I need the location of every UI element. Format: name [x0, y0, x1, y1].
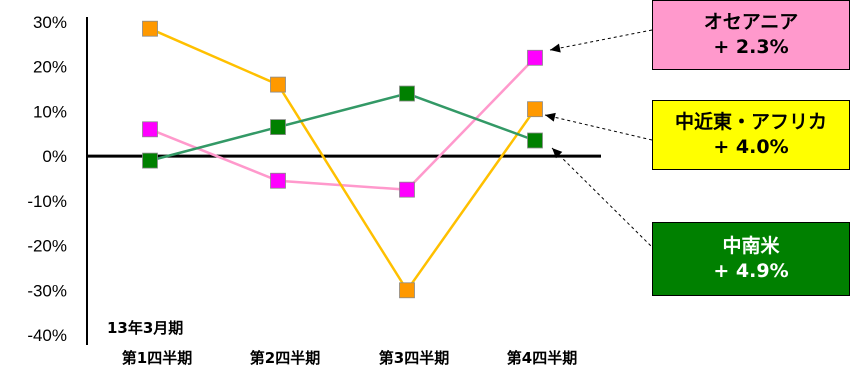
callout-middle-east-africa: 中近東・アフリカ + 4.0%	[652, 100, 850, 170]
y-tick-label: -40%	[27, 326, 67, 345]
y-tick-label: -30%	[27, 281, 67, 300]
callout-latin-america: 中南米 + 4.9%	[652, 222, 850, 296]
leader-line	[544, 114, 653, 141]
leader-line	[549, 29, 653, 51]
callout-title: 中近東・アフリカ	[674, 111, 827, 133]
callout-oceania: オセアニア + 2.3%	[652, 0, 850, 70]
y-tick-label: 20%	[33, 58, 67, 77]
series-1	[142, 20, 543, 299]
series-line	[149, 27, 537, 293]
data-point-marker	[527, 101, 543, 118]
y-tick-label: -20%	[27, 237, 67, 256]
data-point-marker	[270, 76, 286, 93]
y-tick-label: 30%	[33, 13, 67, 32]
y-tick-label: 0%	[42, 147, 67, 166]
x-tick-label: 第1四半期	[122, 349, 192, 367]
series-lines	[142, 20, 543, 299]
series-line	[149, 92, 536, 162]
y-tick-label: -10%	[27, 192, 67, 211]
data-point-marker	[399, 282, 415, 299]
x-tick-label: 第2四半期	[250, 349, 320, 367]
series-2	[142, 85, 543, 169]
callout-leaders	[544, 29, 656, 251]
series-line	[149, 56, 536, 191]
data-point-marker	[527, 49, 543, 66]
series-0	[142, 49, 543, 198]
x-tick-label: 第4四半期	[507, 349, 577, 367]
callout-value: + 4.9%	[713, 260, 789, 282]
y-axis-ticks: 30% 20% 10% 0% -10% -20% -30% -40%	[27, 13, 67, 345]
callout-title: 中南米	[722, 235, 780, 257]
data-point-marker	[142, 20, 158, 37]
data-point-marker	[399, 85, 415, 102]
arrow-head-icon	[552, 148, 563, 159]
data-point-marker	[270, 172, 286, 189]
data-point-marker	[142, 152, 158, 169]
callout-value: + 4.0%	[713, 136, 789, 158]
y-tick-label: 10%	[33, 102, 67, 121]
callout-value: + 2.3%	[713, 36, 789, 58]
data-point-marker	[527, 132, 543, 149]
category-prefix: 13年3月期	[107, 319, 183, 337]
data-point-marker	[270, 119, 286, 135]
data-point-marker	[142, 121, 158, 138]
x-tick-label: 第3四半期	[379, 349, 449, 367]
callout-title: オセアニア	[703, 11, 799, 33]
data-point-marker	[399, 181, 415, 198]
leader-line	[551, 147, 656, 251]
arrow-head-icon	[550, 43, 561, 53]
arrow-head-icon	[545, 112, 556, 122]
x-axis-categories: 13年3月期 第1四半期 第2四半期 第3四半期 第4四半期	[107, 319, 577, 367]
